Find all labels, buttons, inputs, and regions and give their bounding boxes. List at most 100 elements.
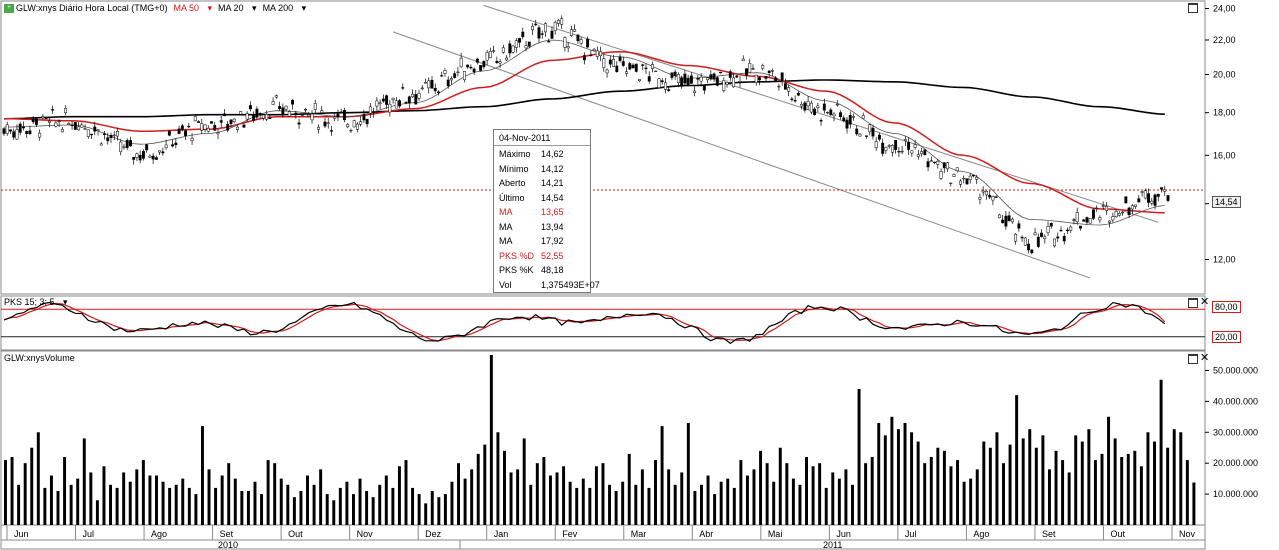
candle-body: [579, 39, 583, 44]
close-volume-pane-icon[interactable]: ✕: [1200, 352, 1210, 364]
candle-body: [984, 191, 988, 196]
volume-bar: [857, 389, 861, 525]
close-indicator-pane-icon[interactable]: ✕: [1200, 296, 1210, 308]
price-tick-label: 18,00: [1213, 108, 1236, 118]
volume-bar: [89, 472, 93, 525]
volume-bar: [36, 432, 40, 525]
volume-bars: [4, 355, 1196, 525]
candle-body: [1079, 225, 1082, 229]
volume-bar: [936, 447, 940, 525]
candle-body: [190, 137, 194, 142]
candle-body: [31, 119, 35, 123]
candle-body: [145, 144, 149, 151]
candle-body: [359, 121, 363, 125]
candle-body: [116, 131, 119, 137]
candle-body: [858, 133, 862, 137]
candle-body: [310, 113, 314, 121]
candle-body: [245, 113, 249, 120]
volume-bar: [299, 491, 303, 525]
maximize-volume-pane-icon[interactable]: [1188, 354, 1198, 364]
year-label: 2010: [218, 540, 238, 550]
volume-bar: [384, 475, 388, 525]
candle-body: [187, 125, 191, 128]
candle-body: [719, 71, 723, 74]
tooltip-row-label: Mínimo: [499, 163, 529, 174]
candle-body: [355, 123, 359, 130]
volume-bar: [122, 472, 126, 525]
candle-body: [154, 157, 158, 160]
candle-body: [1049, 223, 1053, 227]
volume-bar: [194, 494, 198, 525]
candle-body: [141, 151, 145, 159]
chart-title[interactable]: GLW:xnys Diário Hora Local (TMG+0): [16, 3, 168, 13]
volume-bar: [4, 460, 7, 525]
volume-bar: [542, 457, 546, 525]
symbol-badge-icon[interactable]: +: [4, 4, 14, 14]
candle-body: [5, 124, 9, 134]
candle-body: [433, 87, 437, 92]
month-label: Jun: [14, 529, 29, 539]
volume-bar: [233, 478, 237, 525]
candle-body: [1153, 194, 1157, 206]
candle-body: [375, 100, 379, 107]
volume-bar: [903, 423, 907, 525]
volume-bar: [214, 487, 218, 525]
candle-body: [90, 133, 93, 136]
oversold-level-tag: 20,00: [1212, 331, 1241, 343]
volume-bar: [82, 438, 86, 525]
maximize-indicator-pane-icon[interactable]: [1188, 298, 1198, 308]
candle-body: [112, 134, 116, 137]
candle-body: [715, 77, 719, 86]
volume-bar: [588, 487, 592, 525]
candle-body: [18, 123, 22, 133]
volume-bar: [371, 497, 375, 525]
ma200-label[interactable]: MA 200 ▾: [262, 3, 307, 13]
candle-body: [223, 113, 226, 117]
volume-bar: [1047, 469, 1051, 525]
volume-bar: [319, 469, 323, 525]
ma50-label[interactable]: MA 50 ▾: [173, 3, 213, 13]
tooltip-row: MA 13,65: [499, 207, 589, 221]
candle-body: [673, 71, 677, 77]
volume-bar: [365, 491, 369, 525]
candle-body: [25, 131, 29, 134]
candle-body: [787, 87, 791, 92]
tooltip-row-label: PKS %K: [499, 265, 534, 275]
candle-body: [722, 80, 726, 91]
candle-body: [897, 151, 901, 153]
candle-body: [644, 67, 648, 70]
volume-bar: [457, 463, 461, 525]
candle-body: [793, 100, 797, 102]
tooltip-row-label: Aberto: [499, 178, 526, 188]
volume-bar: [877, 423, 881, 525]
candle-body: [2, 128, 6, 134]
ma20-label[interactable]: MA 20 ▾: [218, 3, 257, 13]
volume-bar: [417, 494, 421, 525]
volume-bar: [667, 469, 671, 525]
volume-header: GLW:xnysVolume: [4, 353, 75, 363]
tooltip-row-label: MA: [499, 207, 513, 217]
volume-bar: [1087, 429, 1091, 525]
candle-body: [265, 114, 269, 120]
candle-body: [119, 141, 123, 153]
volume-bar: [430, 491, 434, 525]
candle-body: [54, 122, 58, 127]
candle-body: [38, 132, 42, 138]
candle-body: [764, 76, 768, 79]
volume-bar: [562, 466, 566, 525]
candle-body: [907, 142, 911, 150]
indicator-header[interactable]: PKS 15; 3; 5 ▾: [4, 297, 68, 307]
volume-bar: [174, 484, 178, 525]
volume-bar: [752, 469, 756, 525]
candle-body: [330, 130, 333, 132]
volume-bar: [942, 450, 946, 525]
candle-body: [848, 114, 852, 125]
candle-body: [621, 61, 625, 66]
volume-bar: [929, 457, 933, 525]
volume-bar: [732, 487, 736, 525]
tooltip-row-value: 52,55: [541, 250, 564, 261]
maximize-price-pane-icon[interactable]: [1188, 3, 1198, 13]
candle-body: [988, 194, 992, 198]
tooltip-row: Mínimo 14,12: [499, 164, 589, 178]
candle-body: [15, 129, 19, 140]
